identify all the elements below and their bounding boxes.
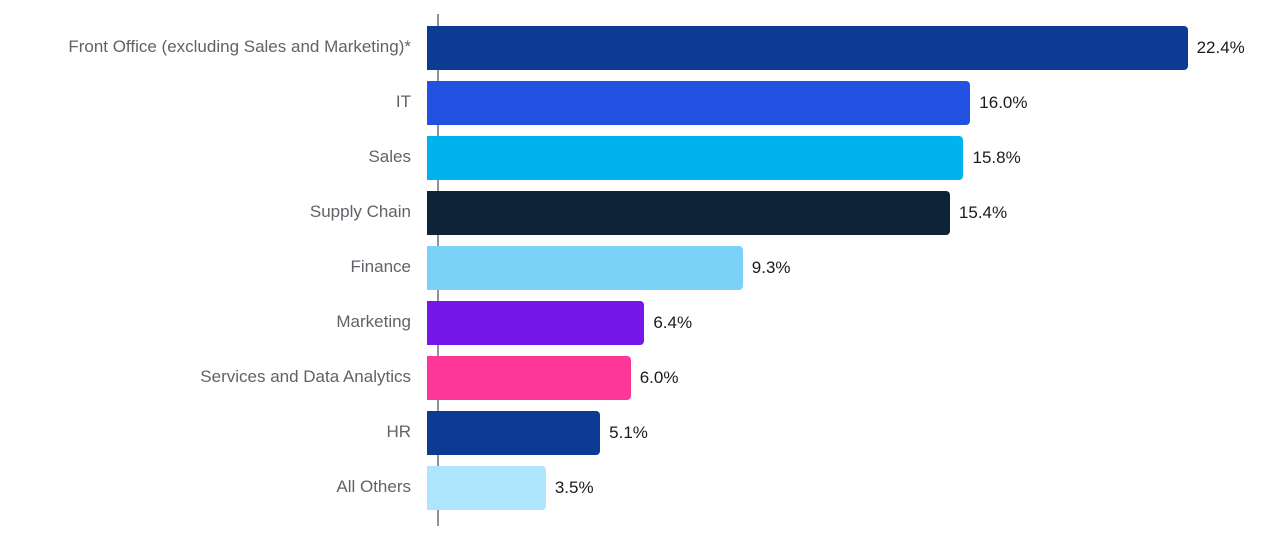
bar-row: Services and Data Analytics 6.0%	[0, 350, 1264, 405]
bar-row: Finance 9.3%	[0, 240, 1264, 295]
bar	[427, 410, 601, 455]
bar-area: 6.0%	[427, 355, 1264, 400]
category-label: IT	[395, 92, 411, 112]
bar	[427, 300, 645, 345]
bar	[427, 190, 950, 235]
value-label: 5.1%	[609, 422, 648, 442]
value-label: 16.0%	[979, 92, 1028, 112]
category-label: HR	[386, 422, 411, 442]
bar-rows: Front Office (excluding Sales and Market…	[0, 20, 1264, 515]
bar-area: 15.4%	[427, 190, 1264, 235]
bar	[427, 25, 1188, 70]
category-label: Sales	[368, 147, 411, 167]
category-label: Finance	[350, 257, 411, 277]
value-label: 3.5%	[554, 477, 594, 497]
bar-row: Sales 15.8%	[0, 130, 1264, 185]
category-label: Marketing	[336, 312, 411, 332]
bar-row: Supply Chain 15.4%	[0, 185, 1264, 240]
category-label: Supply Chain	[309, 202, 411, 222]
category-label: Front Office (excluding Sales and Market…	[68, 37, 411, 57]
bar	[427, 135, 964, 180]
bar	[427, 80, 971, 125]
value-label: 6.4%	[653, 312, 693, 332]
value-label: 9.3%	[751, 257, 791, 277]
value-label: 15.4%	[958, 202, 1008, 222]
bar-row: All Others 3.5%	[0, 460, 1264, 515]
bar	[427, 465, 546, 510]
bar-row: HR 5.1%	[0, 405, 1264, 460]
bar-area: 16.0%	[427, 80, 1264, 125]
value-label: 15.8%	[972, 147, 1021, 167]
bar-row: IT 16.0%	[0, 75, 1264, 130]
category-label: All Others	[336, 477, 411, 497]
bar	[427, 245, 743, 290]
bar-area: 6.4%	[427, 300, 1264, 345]
bar-row: Marketing 6.4%	[0, 295, 1264, 350]
bar-area: 15.8%	[427, 135, 1264, 180]
bar-area: 5.1%	[427, 410, 1264, 455]
value-label: 22.4%	[1196, 37, 1245, 57]
value-label: 6.0%	[639, 367, 679, 387]
bar-area: 3.5%	[427, 465, 1264, 510]
bar-area: 9.3%	[427, 245, 1264, 290]
bar	[427, 355, 631, 400]
category-label: Services and Data Analytics	[200, 367, 411, 387]
bar-row: Front Office (excluding Sales and Market…	[0, 20, 1264, 75]
bar-area: 22.4%	[427, 25, 1264, 70]
